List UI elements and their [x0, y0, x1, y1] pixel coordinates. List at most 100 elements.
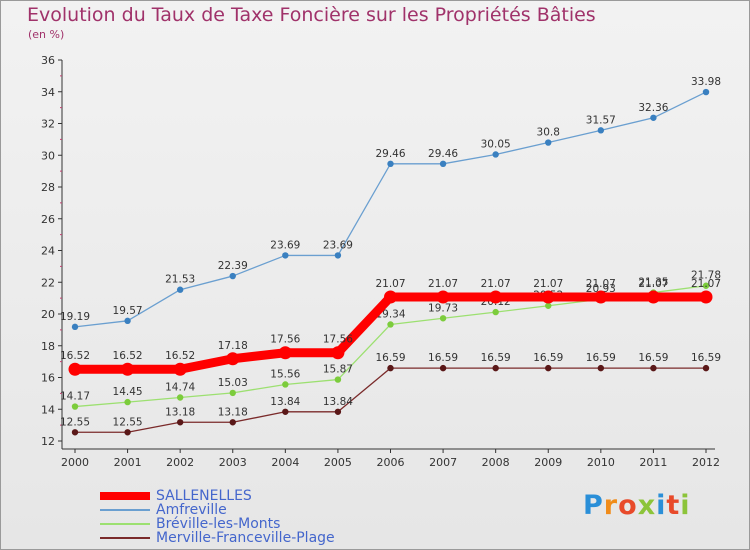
data-label: 12.55 — [113, 416, 143, 428]
data-point — [331, 346, 345, 360]
data-point — [439, 364, 447, 372]
data-point — [282, 252, 289, 259]
legend-swatch — [100, 509, 150, 511]
data-point — [334, 408, 342, 415]
data-point — [229, 389, 236, 397]
data-point — [229, 419, 236, 426]
data-label: 13.18 — [165, 406, 195, 418]
data-point — [492, 308, 499, 316]
data-label: 31.57 — [586, 114, 616, 126]
data-label: 13.84 — [323, 396, 353, 408]
y-tick-label: 36 — [41, 54, 55, 67]
x-tick-label: 2006 — [377, 456, 405, 469]
data-label: 17.56 — [323, 334, 353, 346]
data-label: 21.07 — [586, 278, 616, 290]
data-label: 13.84 — [270, 396, 300, 408]
legend-item: Bréville-les-Monts — [100, 516, 280, 532]
data-point — [650, 364, 657, 372]
data-label: 23.69 — [270, 239, 300, 251]
y-tick-label: 34 — [41, 86, 55, 99]
data-label: 16.59 — [481, 352, 511, 364]
y-tick-label: 32 — [41, 118, 55, 131]
x-tick-label: 2004 — [271, 456, 299, 469]
data-point — [541, 290, 555, 304]
data-point — [702, 364, 710, 372]
data-label: 16.59 — [586, 352, 616, 364]
logo-letter: o — [618, 490, 638, 521]
logo-letter: i — [656, 490, 667, 521]
y-tick-label: 18 — [41, 340, 55, 353]
x-tick-label: 2010 — [587, 456, 615, 469]
data-point — [176, 419, 184, 426]
logo-letter: t — [666, 490, 681, 521]
data-point — [436, 290, 450, 304]
data-point — [492, 151, 499, 158]
y-tick-label: 22 — [41, 276, 55, 289]
data-point — [71, 429, 79, 436]
data-label: 23.69 — [323, 239, 353, 251]
data-label: 29.46 — [428, 148, 458, 160]
data-label: 16.59 — [375, 352, 405, 364]
data-label: 16.52 — [60, 350, 90, 362]
data-label: 16.52 — [165, 350, 195, 362]
data-point — [597, 127, 605, 134]
data-point — [646, 290, 660, 304]
data-point — [282, 408, 289, 415]
data-point — [702, 88, 710, 96]
data-label: 32.36 — [638, 102, 668, 114]
y-tick-label: 30 — [41, 149, 55, 162]
legend-label: Bréville-les-Monts — [156, 516, 281, 532]
data-label: 19.34 — [375, 308, 405, 320]
data-label: 21.07 — [375, 278, 405, 290]
data-point — [387, 364, 394, 372]
data-label: 14.45 — [113, 386, 143, 398]
x-tick-label: 2012 — [692, 456, 720, 469]
legend-label: Merville-Franceville-Plage — [156, 530, 335, 546]
data-point — [489, 290, 503, 304]
data-point — [545, 364, 552, 372]
legend-swatch — [100, 492, 150, 500]
data-point — [384, 290, 397, 304]
data-label: 21.07 — [428, 278, 458, 290]
logo-letter: P — [583, 490, 604, 521]
x-tick-label: 2003 — [219, 456, 247, 469]
data-label: 21.07 — [481, 278, 511, 290]
data-label: 22.39 — [218, 260, 248, 272]
series-line-merville-franceville-plage — [75, 367, 706, 433]
y-tick-label: 20 — [41, 308, 55, 321]
x-tick-label: 2005 — [324, 456, 352, 469]
data-label: 33.98 — [691, 76, 721, 88]
data-point — [334, 376, 342, 383]
data-label: 15.56 — [270, 368, 300, 380]
logo-letter: i — [680, 490, 691, 521]
data-point — [387, 160, 394, 168]
legend-label: SALLENELLES — [156, 488, 252, 504]
data-point — [229, 272, 236, 280]
data-label: 30.05 — [481, 138, 511, 150]
data-label: 20.93 — [586, 283, 616, 295]
data-point — [702, 282, 710, 289]
chart-title: Evolution du Taux de Taxe Foncière sur l… — [27, 4, 596, 26]
data-label: 16.59 — [691, 352, 721, 364]
data-point — [545, 302, 552, 309]
x-tick-label: 2011 — [639, 456, 667, 469]
data-label: 30.8 — [537, 127, 560, 139]
data-label: 19.19 — [60, 311, 90, 323]
data-label: 15.03 — [218, 377, 248, 389]
y-tick-label: 24 — [41, 245, 55, 258]
legend-swatch — [100, 523, 150, 525]
data-label: 21.78 — [691, 270, 721, 282]
logo-letter: x — [637, 490, 657, 521]
data-label: 12.55 — [60, 416, 90, 428]
data-label: 21.35 — [638, 277, 668, 289]
data-label: 13.18 — [218, 406, 248, 418]
data-point — [439, 315, 447, 322]
data-point — [226, 352, 240, 366]
legend-item: Amfreville — [100, 502, 227, 518]
data-point — [492, 364, 499, 372]
line-chart: 12 14 16 18 20 22 24 26 28 30 32 34 36 2000 2001 2002 20… — [41, 54, 721, 469]
data-label: 21.07 — [691, 278, 721, 290]
data-point — [71, 323, 79, 331]
data-label: 21.07 — [533, 278, 563, 290]
